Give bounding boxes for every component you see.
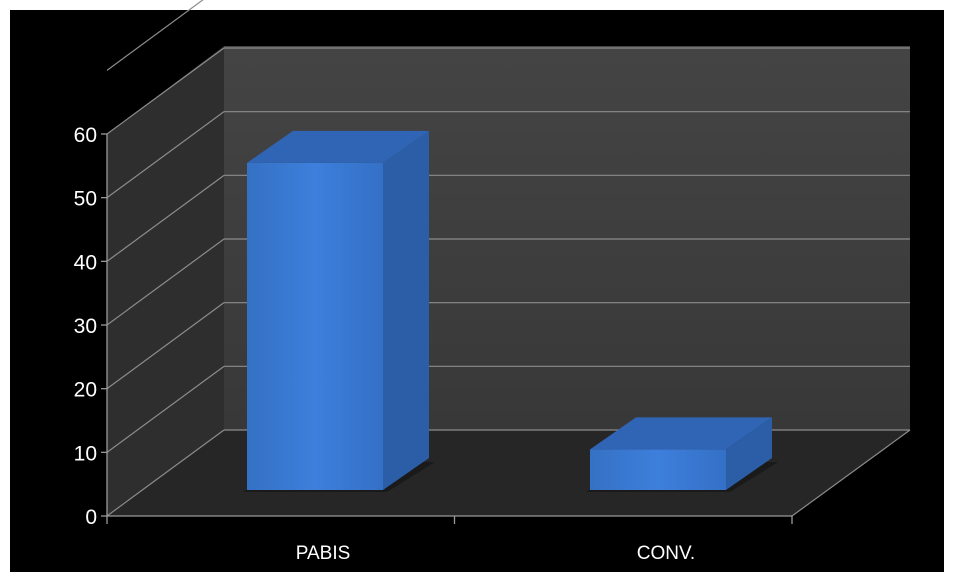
category-label-pabis: PABIS — [296, 543, 351, 564]
chart-floor — [107, 430, 910, 516]
y-tick-label: 0 — [85, 506, 97, 529]
y-axis-tick-labels: 0 10 20 30 40 50 60 — [74, 124, 97, 529]
y-tick-label: 30 — [74, 315, 97, 338]
y-tick-label: 10 — [74, 442, 97, 465]
y-tick-label: 60 — [74, 124, 97, 147]
bar-front — [590, 449, 726, 490]
bar-pabis — [243, 131, 435, 492]
y-tick-label: 50 — [74, 188, 97, 211]
category-label-conv: CONV. — [637, 543, 695, 564]
x-axis-category-labels: PABIS CONV. — [296, 543, 696, 564]
y-tick-label: 40 — [74, 251, 97, 274]
bar-side — [383, 131, 429, 490]
bar-front — [247, 163, 383, 490]
y-tick-label: 20 — [74, 379, 97, 402]
